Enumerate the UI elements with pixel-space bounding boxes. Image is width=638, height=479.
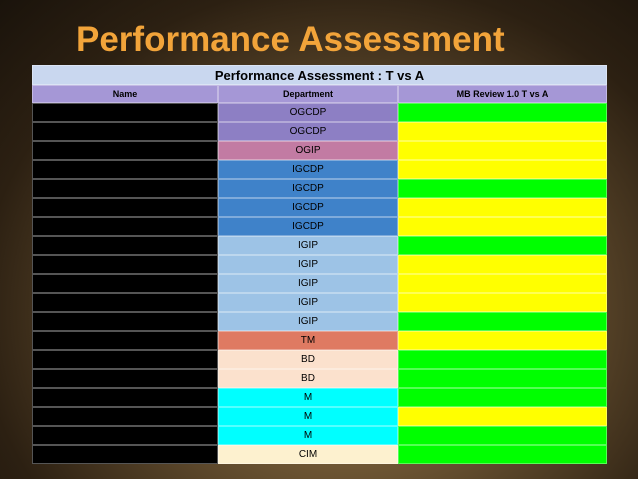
name-cell [32,445,218,464]
department-cell: IGIP [218,293,398,312]
name-cell [32,407,218,426]
slide-title: Performance Assessment [76,20,505,59]
department-cell: IGCDP [218,198,398,217]
status-cell [398,445,607,464]
status-cell [398,331,607,350]
status-cell [398,274,607,293]
department-cell: BD [218,350,398,369]
column-header: Name [32,85,218,103]
department-cell: OGIP [218,141,398,160]
department-cell: M [218,426,398,445]
department-cell: CIM [218,445,398,464]
name-cell [32,312,218,331]
status-cell [398,217,607,236]
status-cell [398,236,607,255]
name-cell [32,274,218,293]
status-cell [398,312,607,331]
status-cell [398,426,607,445]
status-cell [398,407,607,426]
department-cell: IGIP [218,236,398,255]
column-header: MB Review 1.0 T vs A [398,85,607,103]
table-title: Performance Assessment : T vs A [32,65,607,85]
status-cell [398,255,607,274]
department-cell: OGCDP [218,103,398,122]
department-cell: IGIP [218,274,398,293]
department-cell: M [218,407,398,426]
name-cell [32,198,218,217]
name-cell [32,293,218,312]
name-cell [32,426,218,445]
name-cell [32,369,218,388]
status-cell [398,141,607,160]
status-cell [398,103,607,122]
name-cell [32,141,218,160]
name-cell [32,255,218,274]
name-cell [32,179,218,198]
department-cell: IGCDP [218,160,398,179]
department-cell: OGCDP [218,122,398,141]
department-cell: BD [218,369,398,388]
name-cell [32,236,218,255]
department-cell: IGCDP [218,217,398,236]
status-cell [398,369,607,388]
name-cell [32,350,218,369]
status-cell [398,198,607,217]
department-cell: IGIP [218,255,398,274]
name-cell [32,122,218,141]
status-cell [398,179,607,198]
status-cell [398,160,607,179]
name-cell [32,331,218,350]
name-cell [32,217,218,236]
name-cell [32,388,218,407]
status-cell [398,122,607,141]
name-cell [32,103,218,122]
status-cell [398,388,607,407]
department-cell: IGIP [218,312,398,331]
status-cell [398,350,607,369]
department-cell: M [218,388,398,407]
status-cell [398,293,607,312]
name-cell [32,160,218,179]
column-header: Department [218,85,398,103]
department-cell: IGCDP [218,179,398,198]
department-cell: TM [218,331,398,350]
